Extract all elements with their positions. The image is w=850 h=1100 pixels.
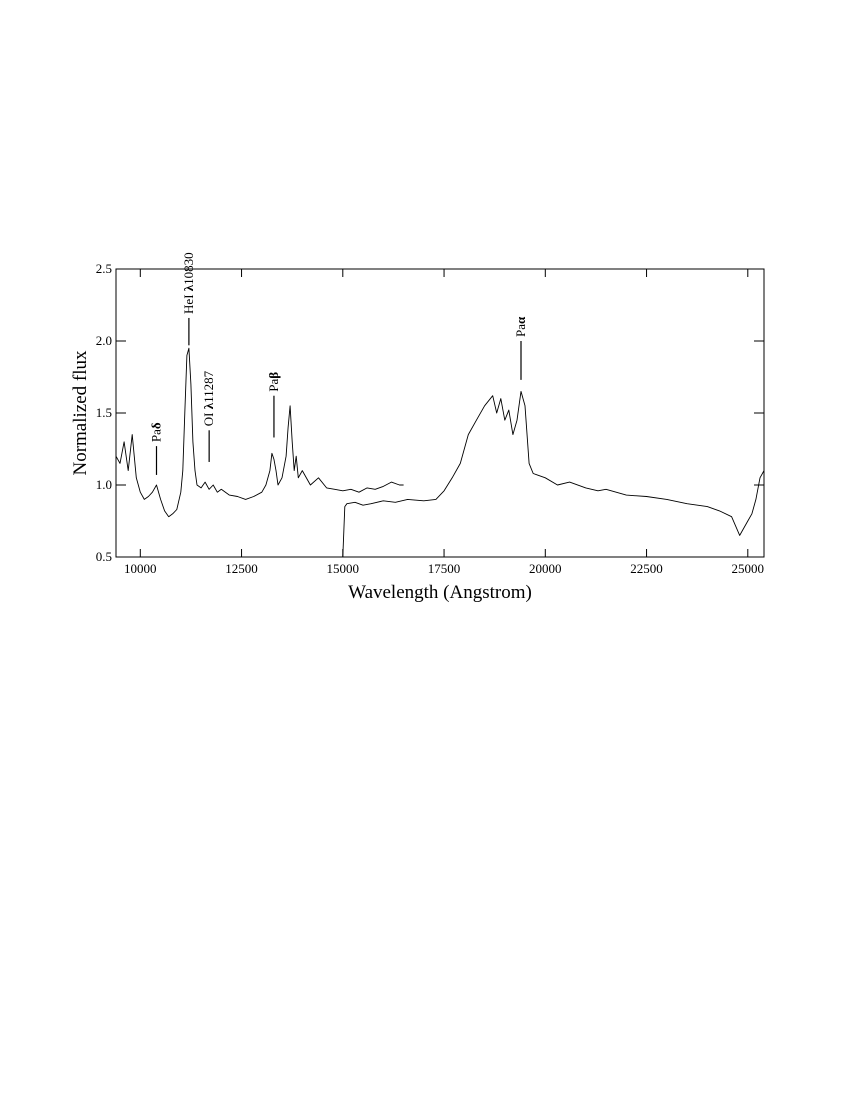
x-tick-label: 12500 — [225, 561, 258, 576]
y-tick-label: 2.0 — [96, 333, 112, 348]
line-label: Paα — [513, 316, 528, 337]
x-tick-label: 25000 — [732, 561, 765, 576]
line-label: Paβ — [266, 372, 281, 392]
x-tick-label: 20000 — [529, 561, 562, 576]
line-label-base: Pa — [149, 429, 164, 442]
x-tick-label: 10000 — [124, 561, 157, 576]
line-label-base: Pa — [266, 378, 281, 391]
line-label: HeI λ10830 — [181, 252, 196, 314]
line-label-symbol: λ — [201, 402, 216, 409]
line-label: Paδ — [149, 422, 164, 442]
y-tick-label: 2.5 — [96, 261, 112, 276]
line-label-symbol: β — [266, 372, 281, 379]
y-axis-ticks: 0.5 1.0 1.5 2.0 2.5 — [96, 261, 764, 564]
line-label-symbol: δ — [149, 422, 164, 429]
line-label-base: OI — [201, 409, 216, 426]
x-tick-label: 22500 — [630, 561, 663, 576]
line-label-symbol: α — [513, 316, 528, 324]
spectrum-series — [115, 347, 765, 558]
y-tick-label: 1.5 — [96, 405, 112, 420]
line-label-suffix: 10830 — [181, 252, 196, 285]
y-tick-label: 1.0 — [96, 477, 112, 492]
line-label-suffix: 11287 — [201, 370, 216, 403]
line-label: OI λ11287 — [201, 370, 216, 426]
x-tick-label: 17500 — [428, 561, 461, 576]
y-tick-label: 0.5 — [96, 549, 112, 564]
spectrum-line-1 — [115, 347, 404, 518]
x-axis-title: Wavelength (Angstrom) — [348, 582, 532, 603]
y-axis-title: Normalized flux — [70, 350, 91, 476]
line-label-symbol: λ — [181, 284, 196, 291]
line-label-base: HeI — [181, 291, 196, 314]
x-axis-ticks: 10000 12500 15000 17500 20000 22500 25000 — [124, 269, 764, 576]
x-tick-label: 15000 — [327, 561, 360, 576]
line-label-base: Pa — [513, 324, 528, 337]
spectrum-line-2 — [342, 390, 765, 558]
